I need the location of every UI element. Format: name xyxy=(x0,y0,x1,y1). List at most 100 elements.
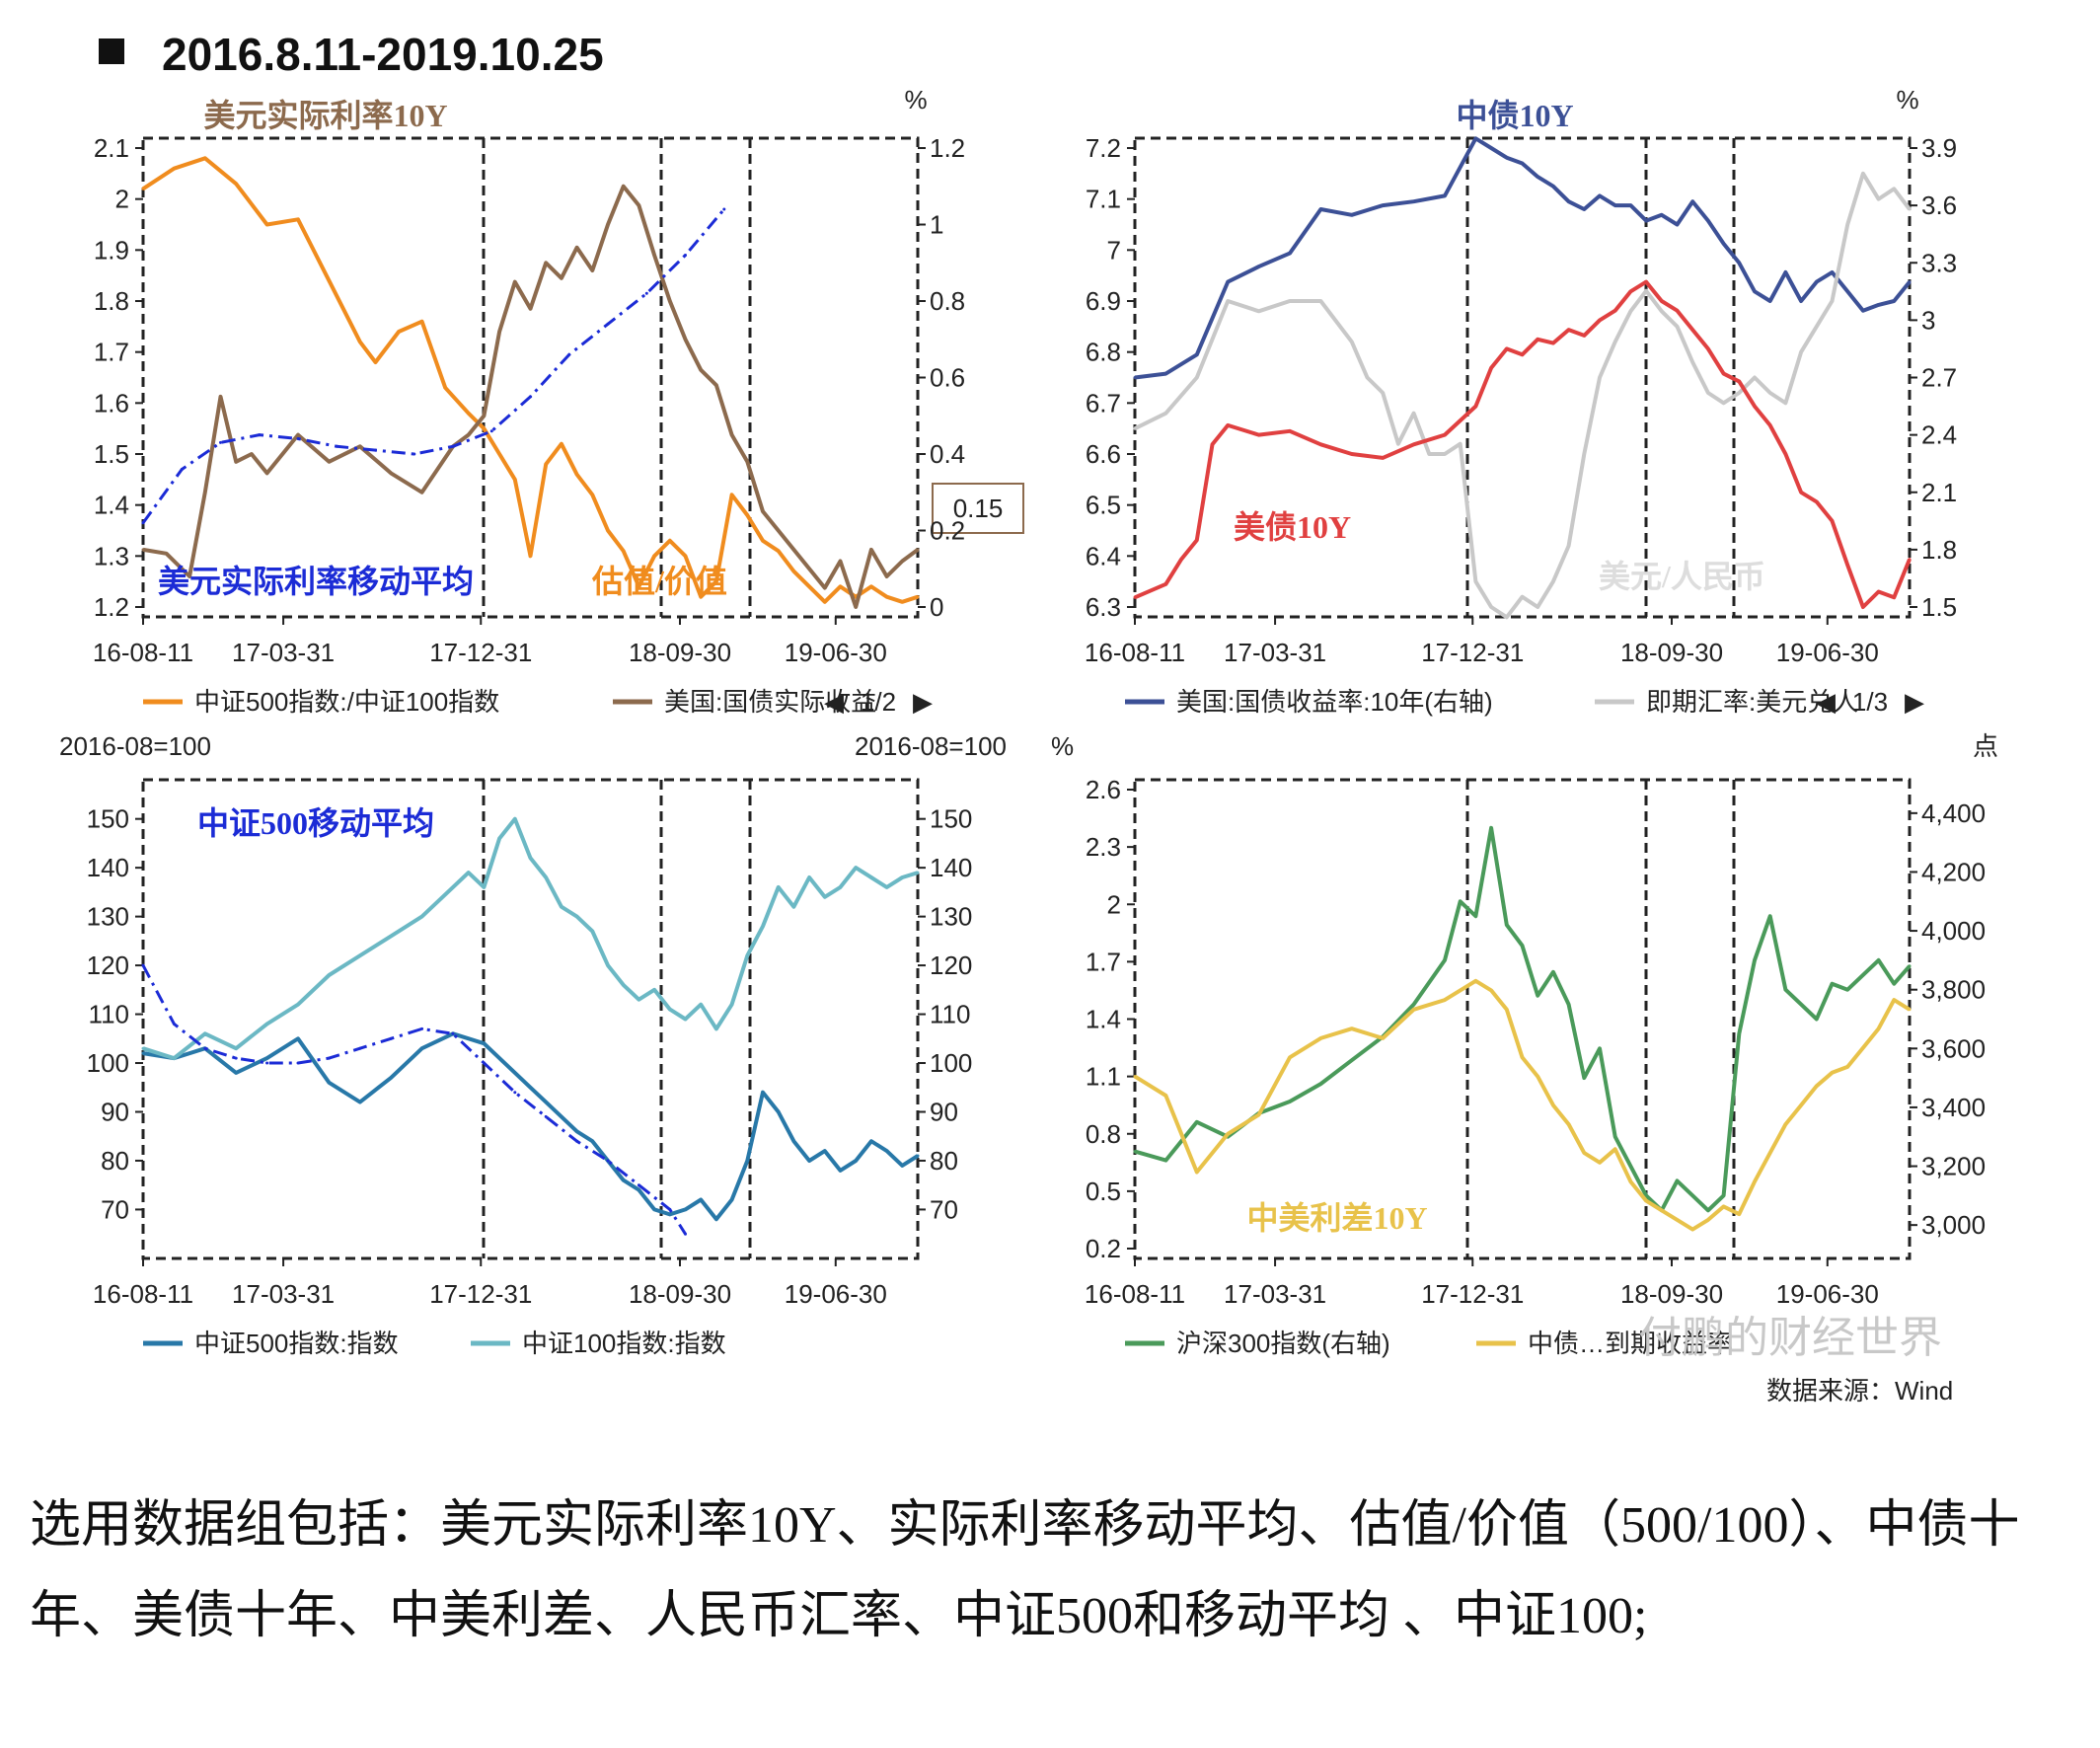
data-point xyxy=(1660,309,1664,313)
data-point xyxy=(1845,1065,1849,1069)
legend-entry: 中证100指数:指数 xyxy=(522,1329,726,1358)
data-point xyxy=(668,1008,672,1012)
x-tick-label: 17-03-31 xyxy=(232,1279,335,1309)
data-point xyxy=(714,579,718,583)
data-point xyxy=(1753,289,1757,293)
data-point xyxy=(1443,452,1447,456)
data-point xyxy=(420,1046,424,1050)
data-point xyxy=(1799,491,1803,494)
y-right-tick-label: 3,200 xyxy=(1921,1152,1986,1181)
legend-entry: 中证500指数:指数 xyxy=(194,1329,399,1358)
data-point xyxy=(1845,289,1849,293)
y-right-tick-label: 0.2 xyxy=(930,516,965,546)
data-point xyxy=(1443,998,1447,1002)
data-point xyxy=(1195,376,1199,379)
data-point xyxy=(219,395,222,399)
data-point xyxy=(358,953,362,957)
data-point xyxy=(397,330,401,334)
chart-title: 美元实际利率10Y xyxy=(203,98,447,133)
data-point xyxy=(389,934,393,938)
data-point xyxy=(1459,899,1462,903)
data-point xyxy=(1318,442,1322,446)
x-tick-label: 17-12-31 xyxy=(429,638,532,667)
data-point xyxy=(529,395,532,399)
y-left-tick-label: 80 xyxy=(101,1146,129,1176)
y-right-tick-label: 3,600 xyxy=(1921,1033,1986,1063)
data-point xyxy=(1521,352,1524,356)
y-left-tick-label: 120 xyxy=(87,950,129,980)
data-point xyxy=(1768,1151,1772,1155)
data-point xyxy=(1690,328,1694,332)
y-right-tick-label: 120 xyxy=(930,950,972,980)
x-tick-label: 18-09-30 xyxy=(1620,638,1723,667)
data-point xyxy=(234,1071,238,1075)
plot-frame xyxy=(141,778,920,1260)
y-right-tick-label: 100 xyxy=(930,1048,972,1078)
data-point xyxy=(684,1232,687,1236)
data-point xyxy=(1582,334,1586,338)
y-left-tick-label: 7.2 xyxy=(1086,133,1121,163)
data-point xyxy=(1644,280,1648,284)
data-point xyxy=(1505,615,1509,619)
data-point xyxy=(791,548,795,552)
y-left-tick-label: 1.6 xyxy=(94,388,129,418)
data-point xyxy=(544,462,548,466)
y-left-tick-label: 1.1 xyxy=(1086,1062,1121,1092)
data-point xyxy=(1381,456,1385,460)
data-point xyxy=(761,539,765,543)
data-point xyxy=(637,1183,640,1187)
data-point xyxy=(745,460,749,464)
data-point xyxy=(489,429,493,433)
data-point xyxy=(1381,203,1385,207)
watermark: 付鹏的财经世界 xyxy=(1638,1314,1942,1362)
data-point xyxy=(1412,442,1416,446)
data-point xyxy=(358,444,362,448)
y-right-tick-label: 0.8 xyxy=(930,286,965,316)
data-point xyxy=(1133,426,1137,430)
data-point xyxy=(1582,452,1586,456)
series-line-0-2 xyxy=(141,208,725,524)
data-point xyxy=(1211,442,1214,446)
data-point xyxy=(420,915,424,919)
data-point xyxy=(1288,1100,1292,1103)
data-point xyxy=(1521,1055,1524,1059)
x-tick-label: 17-12-31 xyxy=(1421,638,1524,667)
data-point xyxy=(358,1101,362,1104)
data-point xyxy=(807,567,811,570)
y-left-tick-label: 6.8 xyxy=(1086,338,1121,367)
data-point xyxy=(374,448,377,452)
data-point xyxy=(900,1164,904,1168)
data-point xyxy=(296,217,300,221)
data-point xyxy=(1877,958,1881,962)
x-tick-label: 17-03-31 xyxy=(232,638,335,667)
data-point xyxy=(1845,223,1849,226)
data-point xyxy=(1783,401,1787,405)
data-point xyxy=(420,320,424,324)
y-right-tick-label: 80 xyxy=(930,1146,958,1176)
data-point xyxy=(791,570,795,573)
series-line-1-2 xyxy=(1134,279,1912,609)
title-square-icon xyxy=(99,38,124,64)
x-tick-label: 17-12-31 xyxy=(1421,1279,1524,1309)
data-point xyxy=(606,223,610,226)
data-point xyxy=(1521,595,1524,599)
data-point xyxy=(1350,340,1354,343)
data-point xyxy=(745,513,749,517)
data-point xyxy=(1722,1193,1726,1197)
data-point xyxy=(1892,998,1896,1002)
data-point xyxy=(652,1207,656,1211)
data-point xyxy=(1412,1003,1416,1007)
data-point xyxy=(900,875,904,879)
y-left-tick-label: 2 xyxy=(1107,889,1121,919)
data-point xyxy=(1598,376,1602,379)
series-line-1-0 xyxy=(1134,136,1912,380)
data-point xyxy=(1628,1179,1632,1183)
data-point xyxy=(885,574,889,578)
y-left-tick-label: 70 xyxy=(101,1194,129,1224)
data-point xyxy=(567,352,571,356)
data-point xyxy=(684,254,687,257)
data-point xyxy=(730,433,734,437)
data-point xyxy=(1318,1082,1322,1086)
data-point xyxy=(777,529,781,532)
data-point xyxy=(1737,1031,1741,1035)
